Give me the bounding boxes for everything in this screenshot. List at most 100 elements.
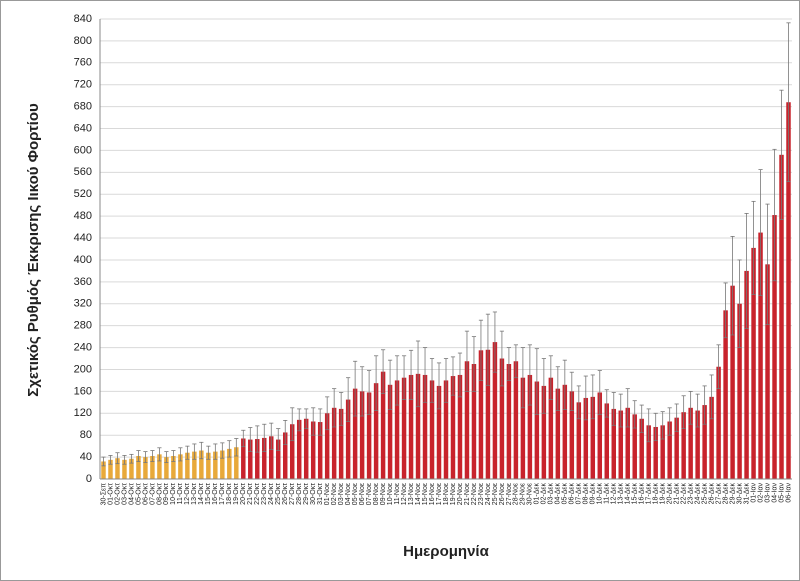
bar bbox=[562, 384, 568, 479]
x-tick-label: 17-Νοε bbox=[436, 483, 443, 505]
bar bbox=[255, 439, 260, 479]
bar bbox=[737, 303, 742, 479]
error-bar bbox=[716, 344, 721, 390]
bar bbox=[436, 385, 442, 479]
bar bbox=[380, 371, 386, 479]
y-tick-label: 560 bbox=[74, 166, 92, 178]
x-tick-label: 22-Δεκ bbox=[681, 483, 688, 505]
x-tick-label: 16-Νοε bbox=[429, 483, 436, 505]
y-axis-title: Σχετικός Ρυθμός Έκκρισης Ιικού Φορτίου bbox=[25, 103, 42, 397]
y-tick-label: 800 bbox=[74, 35, 92, 47]
x-tick-label: 20-Δεκ bbox=[667, 483, 674, 505]
bar bbox=[513, 361, 519, 479]
error-bar bbox=[374, 355, 379, 411]
y-tick-label: 440 bbox=[74, 232, 92, 244]
error-bar bbox=[241, 429, 246, 448]
x-tick-label: 14-Οκτ bbox=[198, 483, 205, 505]
x-tick-label: 23-Δεκ bbox=[687, 483, 694, 505]
x-tick-label: 12-Νοε bbox=[401, 483, 408, 505]
bar bbox=[234, 447, 239, 479]
bar bbox=[185, 452, 190, 479]
bar bbox=[478, 350, 484, 479]
error-bar bbox=[150, 450, 155, 462]
x-tick-label: 06-Δεκ bbox=[569, 483, 576, 505]
bar bbox=[597, 392, 603, 479]
x-tick-label: 27-Δεκ bbox=[715, 483, 722, 505]
bar bbox=[758, 232, 763, 479]
bar bbox=[192, 451, 197, 479]
x-tick-label: 16-Δεκ bbox=[639, 483, 646, 505]
bar bbox=[443, 380, 449, 479]
error-bar bbox=[597, 370, 602, 415]
x-tick-label: 03-Ιαν bbox=[764, 483, 771, 503]
x-tick-label: 25-Δεκ bbox=[701, 483, 708, 505]
x-tick-label: 21-Νοε bbox=[464, 483, 471, 505]
bar bbox=[303, 418, 309, 479]
error-bar bbox=[401, 355, 407, 400]
x-tick-label: 09-Δεκ bbox=[590, 483, 597, 505]
bar bbox=[702, 405, 707, 479]
bar bbox=[583, 397, 589, 479]
x-tick-label: 10-Νοε bbox=[387, 483, 394, 505]
bar bbox=[296, 419, 302, 479]
x-tick-label: 12-Οκτ bbox=[184, 483, 191, 505]
x-tick-label: 24-Οκτ bbox=[268, 483, 275, 505]
bar bbox=[213, 451, 218, 479]
bar bbox=[450, 376, 456, 479]
error-bar bbox=[492, 311, 498, 373]
bar bbox=[276, 439, 281, 479]
bar bbox=[220, 450, 225, 479]
x-tick-label: 18-Οκτ bbox=[226, 483, 233, 505]
error-bar bbox=[583, 375, 588, 421]
bar bbox=[373, 383, 379, 479]
error-bar bbox=[723, 282, 728, 339]
error-bar bbox=[227, 440, 232, 458]
x-tick-label: 07-Οκτ bbox=[149, 483, 156, 505]
bar bbox=[541, 385, 547, 479]
x-tick-label: 05-Ιαν bbox=[778, 483, 785, 503]
bar bbox=[317, 422, 323, 479]
error-bar bbox=[450, 356, 456, 396]
x-tick-label: 24-Δεκ bbox=[694, 483, 701, 505]
x-tick-label: 22-Νοε bbox=[471, 483, 478, 505]
error-bar bbox=[262, 423, 267, 453]
x-tick-label: 29-Νοε bbox=[520, 483, 527, 505]
y-tick-label: 600 bbox=[74, 144, 92, 156]
bar bbox=[143, 457, 148, 479]
x-tick-label: 04-Νοε bbox=[345, 483, 352, 505]
error-bar bbox=[367, 370, 372, 415]
error-bar bbox=[506, 347, 512, 381]
x-tick-label: 20-Νοε bbox=[457, 483, 464, 505]
error-bar bbox=[129, 453, 134, 464]
x-tick-label: 02-Ιαν bbox=[757, 483, 764, 503]
y-tick-label: 160 bbox=[74, 385, 92, 397]
x-tick-label: 28-Νοε bbox=[513, 483, 520, 505]
error-bar bbox=[206, 445, 211, 460]
x-tick-label: 02-Οκτ bbox=[114, 483, 121, 505]
bar bbox=[660, 425, 665, 479]
x-tick-label: 04-Δεκ bbox=[555, 483, 562, 505]
bar bbox=[366, 392, 372, 479]
error-bar bbox=[415, 340, 421, 408]
x-tick-label: 25-Οκτ bbox=[275, 483, 282, 505]
x-tick-label: 19-Νοε bbox=[450, 483, 457, 505]
error-bar bbox=[325, 396, 330, 431]
x-tick-label: 15-Δεκ bbox=[632, 483, 639, 505]
x-tick-label: 07-Νοε bbox=[366, 483, 373, 505]
error-bar bbox=[639, 404, 644, 433]
x-tick-label: 25-Νοε bbox=[492, 483, 499, 505]
error-bar bbox=[276, 428, 281, 451]
bar bbox=[709, 396, 714, 479]
x-tick-label: 17-Οκτ bbox=[219, 483, 226, 505]
x-tick-label: 07-Δεκ bbox=[576, 483, 583, 505]
bar bbox=[779, 154, 784, 480]
bar bbox=[457, 374, 463, 479]
error-bar bbox=[360, 366, 365, 417]
x-tick-label: 03-Νοε bbox=[338, 483, 345, 505]
y-tick-label: 520 bbox=[74, 188, 92, 200]
y-tick-label: 200 bbox=[74, 363, 92, 375]
bar bbox=[681, 412, 686, 479]
error-bar bbox=[429, 358, 435, 403]
y-tick-label: 680 bbox=[74, 101, 92, 113]
